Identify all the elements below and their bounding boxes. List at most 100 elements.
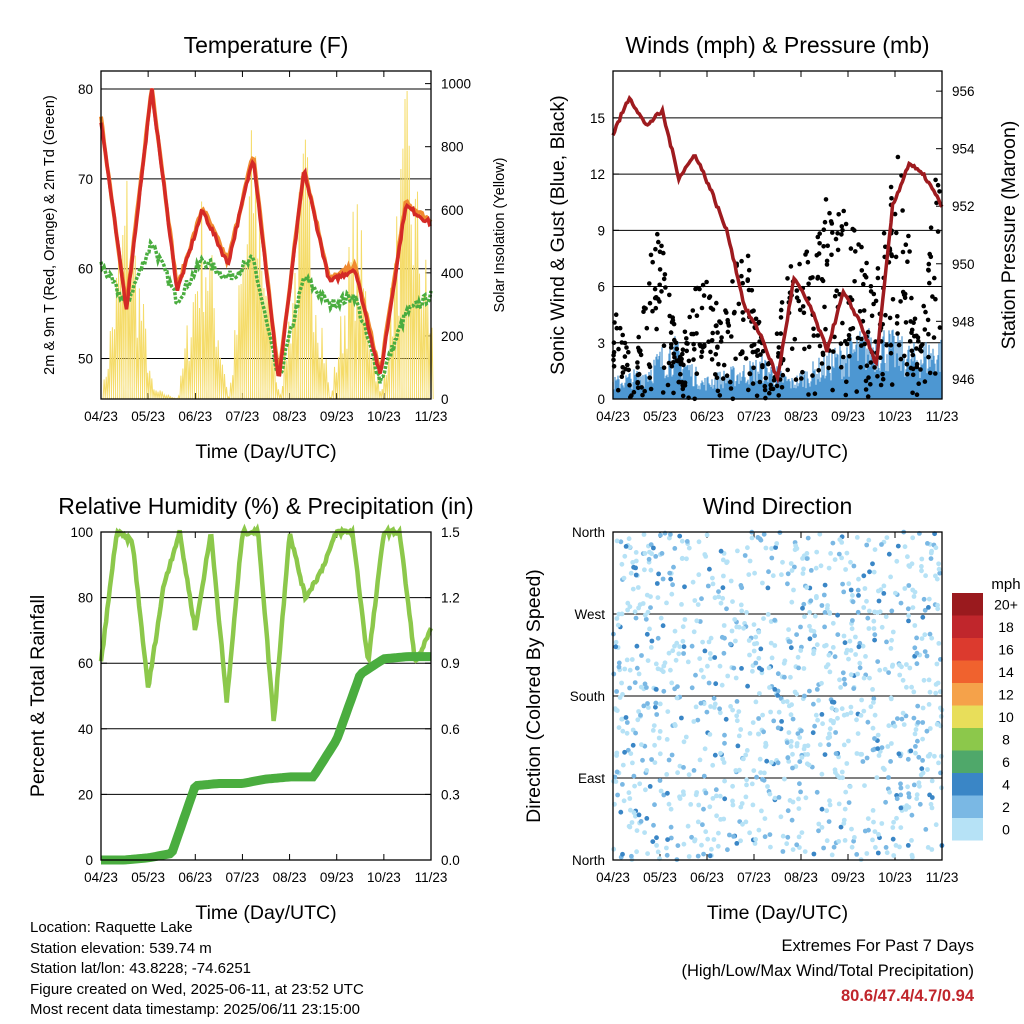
direction-point — [784, 699, 790, 704]
direction-point — [612, 774, 618, 780]
direction-point — [739, 666, 744, 671]
gust-point — [926, 267, 931, 273]
gust-point — [780, 372, 786, 378]
direction-point — [650, 839, 656, 844]
direction-point — [635, 717, 641, 723]
direction-point — [884, 639, 889, 645]
gust-point — [620, 332, 625, 338]
direction-point — [836, 801, 842, 807]
gust-point — [889, 253, 895, 259]
gust-point — [751, 365, 756, 371]
direction-point — [880, 765, 886, 771]
legend-swatch — [952, 750, 983, 773]
gust-point — [916, 381, 921, 387]
direction-point — [910, 535, 916, 541]
direction-point — [746, 572, 752, 577]
gust-point — [718, 339, 724, 344]
gust-point — [738, 351, 743, 357]
direction-point — [844, 550, 850, 556]
direction-point — [629, 657, 635, 662]
direction-point — [706, 639, 712, 645]
gust-point — [839, 232, 844, 237]
x-tick-label: 08/23 — [273, 409, 307, 424]
direction-point — [694, 618, 700, 624]
direction-point — [746, 638, 752, 643]
direction-point — [798, 624, 803, 630]
direction-point — [651, 545, 656, 551]
direction-point — [714, 793, 719, 799]
x-tick-label: 05/23 — [131, 409, 165, 424]
direction-point — [814, 595, 819, 601]
direction-point — [884, 850, 890, 856]
direction-point — [788, 739, 794, 744]
gust-point — [846, 336, 852, 342]
y-tick-label: 60 — [78, 262, 93, 277]
direction-point — [754, 774, 759, 780]
direction-point — [840, 581, 845, 587]
direction-point — [634, 643, 640, 649]
direction-point — [718, 750, 723, 756]
direction-point — [761, 616, 766, 621]
direction-point — [796, 796, 801, 802]
y2-tick-label: 800 — [441, 140, 464, 155]
direction-point — [766, 569, 771, 575]
station-info: Location: Raquette Lake Station elevatio… — [30, 918, 364, 1021]
gust-point — [635, 372, 641, 378]
direction-point — [747, 731, 753, 736]
direction-point — [729, 628, 735, 634]
direction-point — [767, 791, 773, 797]
gust-point — [820, 352, 826, 358]
temperature-panel: Temperature (F) 04/23 05/23 06/23 07/23 08/23… — [42, 32, 508, 463]
gust-point — [747, 371, 753, 377]
direction-point — [619, 680, 624, 686]
x-tick-label: 07/23 — [226, 409, 260, 424]
direction-point — [753, 634, 759, 640]
direction-point — [929, 548, 934, 554]
extremes-subheading: (High/Low/Max Wind/Total Precipitation) — [681, 962, 974, 980]
gust-point — [671, 360, 676, 365]
gust-point — [715, 388, 721, 394]
direction-point — [860, 643, 866, 649]
gust-point — [765, 361, 771, 367]
direction-point — [849, 826, 854, 832]
direction-point — [647, 626, 652, 632]
direction-point — [713, 787, 719, 793]
direction-point — [614, 538, 620, 544]
gust-point — [614, 325, 620, 331]
x-tick-label: 04/23 — [84, 870, 118, 885]
direction-point — [716, 594, 722, 600]
direction-point — [819, 825, 825, 830]
direction-point — [666, 757, 672, 763]
gust-point — [739, 273, 744, 279]
direction-point — [870, 837, 875, 843]
direction-point — [819, 712, 825, 717]
gust-point — [687, 314, 692, 320]
direction-point — [894, 558, 900, 564]
direction-point — [667, 570, 673, 576]
direction-point — [738, 838, 743, 844]
direction-point — [703, 829, 709, 835]
gust-point — [646, 362, 652, 367]
direction-point — [898, 792, 904, 798]
gust-point — [871, 301, 876, 307]
gust-point — [754, 393, 760, 399]
direction-point — [658, 667, 664, 673]
direction-point — [811, 701, 816, 707]
gust-point — [684, 348, 689, 354]
direction-point — [830, 540, 836, 546]
direction-point — [772, 795, 778, 801]
gust-point — [770, 386, 776, 392]
gust-point — [872, 365, 877, 370]
gust-point — [895, 314, 900, 319]
direction-point — [767, 832, 773, 837]
direction-point — [736, 709, 742, 714]
direction-point — [753, 699, 759, 705]
gust-point — [844, 341, 850, 347]
direction-point — [938, 714, 944, 719]
data-timestamp: Most recent data timestamp: 2025/06/11 2… — [30, 1001, 360, 1018]
direction-point — [870, 687, 875, 692]
gust-point — [740, 280, 745, 286]
direction-point — [888, 759, 893, 764]
direction-point — [867, 608, 872, 614]
direction-point — [927, 726, 933, 731]
